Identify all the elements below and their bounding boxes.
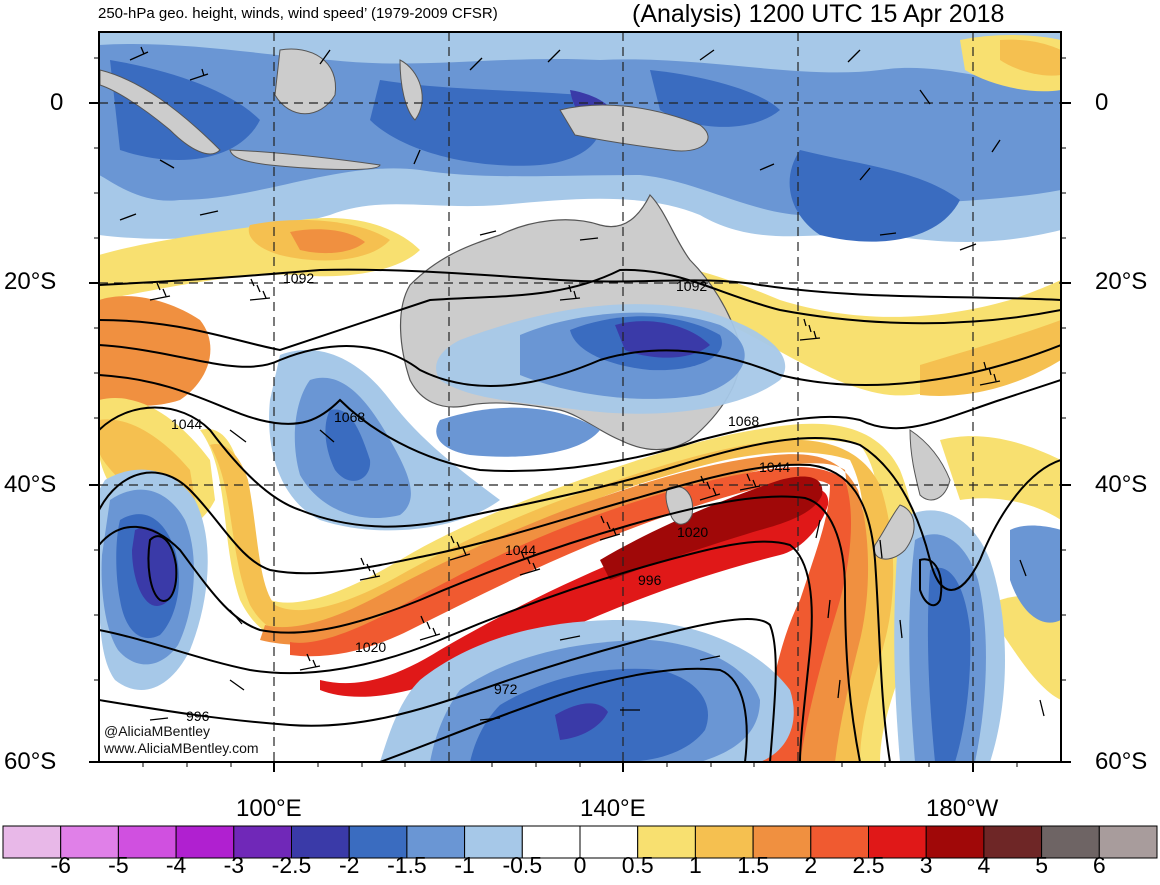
tropical-negative-anomaly bbox=[99, 32, 1061, 242]
credit-site: www.AliciaMBentley.com bbox=[104, 740, 259, 756]
lon-label-140e: 140°E bbox=[580, 795, 646, 822]
colorbar-swatch bbox=[60, 825, 119, 859]
contour-labels: 1092 1092 1068 1068 1044 1044 1044 1020 … bbox=[171, 270, 790, 724]
colorbar-swatch bbox=[233, 825, 293, 859]
colorbar-swatch bbox=[983, 825, 1043, 859]
lat-label-60s-right: 60°S bbox=[1095, 748, 1148, 775]
lon-label-100e: 100°E bbox=[236, 795, 302, 822]
contour-label-1092-west: 1092 bbox=[283, 270, 314, 286]
minor-ticks bbox=[94, 57, 1066, 767]
east-nz-negative-anomaly bbox=[894, 510, 1061, 762]
colorbar-swatch bbox=[348, 825, 408, 859]
lat-label-0-left: 0 bbox=[50, 89, 64, 116]
borneo bbox=[274, 48, 336, 115]
sulawesi bbox=[399, 59, 423, 121]
wind-barbs bbox=[119, 46, 1045, 721]
lat-label-20s-left: 20°S bbox=[4, 268, 57, 295]
colorbar-tick-label: -1.5 bbox=[387, 852, 427, 878]
lat-label-40s-left: 40°S bbox=[4, 471, 57, 498]
colorbar-tick-label: -1 bbox=[454, 852, 475, 878]
contour-label-1044-east: 1044 bbox=[759, 459, 790, 475]
height-contours bbox=[99, 268, 1061, 762]
colorbar-swatch bbox=[406, 825, 466, 859]
tasmania bbox=[665, 486, 694, 525]
colorbar-swatch bbox=[1041, 825, 1100, 859]
colorbar-tick-label: 1.5 bbox=[737, 852, 770, 878]
colorbar-swatch bbox=[117, 825, 177, 859]
colorbar-tick-label: 0.5 bbox=[621, 852, 654, 878]
contour-label-1020-east: 1020 bbox=[677, 524, 708, 540]
colorbar-tick-label: -2 bbox=[338, 852, 360, 878]
colorbar-tick-label: -4 bbox=[165, 852, 187, 878]
lat-label-20s-right: 20°S bbox=[1095, 268, 1148, 295]
colorbar-tick-label: -5 bbox=[108, 852, 129, 878]
chart-subtitle: 250-hPa geo. height, winds, wind speed’ … bbox=[98, 5, 498, 22]
map-gridlines bbox=[99, 32, 1061, 762]
chart-title: (Analysis) 1200 UTC 15 Apr 2018 bbox=[632, 0, 1005, 28]
contour-label-996-west: 996 bbox=[186, 708, 210, 724]
map-panel: 1092 1092 1068 1068 1044 1044 1044 1020 … bbox=[99, 32, 1061, 762]
colorbar-tick-label: -2.5 bbox=[271, 852, 312, 878]
credit-handle: @AliciaMBentley bbox=[104, 723, 211, 739]
colorbar-tick-label: -3 bbox=[223, 852, 245, 878]
contour-label-1044-west: 1044 bbox=[171, 416, 202, 432]
new-zealand-north bbox=[909, 429, 951, 501]
colorbar-tick-label: 1 bbox=[688, 852, 702, 878]
contour-label-996-center: 996 bbox=[638, 572, 662, 588]
colorbar-swatch bbox=[925, 825, 985, 859]
colorbar-swatch bbox=[694, 825, 754, 859]
contour-label-1044-center: 1044 bbox=[505, 542, 536, 558]
new-zealand-south bbox=[873, 504, 915, 560]
colorbar-tick-label: 2.5 bbox=[852, 852, 885, 878]
contour-label-1068-east: 1068 bbox=[728, 413, 759, 429]
colorbar-swatch bbox=[579, 825, 639, 859]
axis-ticks bbox=[89, 102, 1071, 772]
lon-label-180w: 180°W bbox=[926, 795, 999, 822]
colorbar-swatch bbox=[1098, 825, 1158, 859]
colorbar-swatch bbox=[637, 825, 696, 859]
colorbar-tick-label: 4 bbox=[977, 852, 991, 878]
contour-label-1068-west: 1068 bbox=[334, 409, 365, 425]
colorbar-swatch bbox=[868, 825, 927, 859]
colorbar-tick-label: -6 bbox=[50, 852, 71, 878]
colorbar-tick-label: 3 bbox=[919, 852, 933, 878]
west-negative-anomaly bbox=[99, 469, 208, 690]
colorbar-tick-label: 0 bbox=[573, 852, 587, 878]
contour-label-972: 972 bbox=[494, 681, 518, 697]
colorbar-swatch bbox=[291, 825, 350, 859]
lat-label-0-right: 0 bbox=[1095, 89, 1109, 116]
colorbar-swatch bbox=[752, 825, 812, 859]
jet-stream-anomaly bbox=[99, 398, 1061, 762]
lat-label-60s-left: 60°S bbox=[4, 748, 57, 775]
colorbar-tick-label: 2 bbox=[804, 852, 818, 878]
contour-label-1020-west: 1020 bbox=[355, 639, 386, 655]
colorbar-swatch bbox=[810, 825, 869, 859]
colorbar-tick-label: 5 bbox=[1035, 852, 1048, 878]
sumatra bbox=[99, 69, 221, 155]
new-guinea bbox=[559, 104, 709, 152]
colorbar-tick-label: -0.5 bbox=[502, 852, 543, 878]
colorbar-swatch bbox=[464, 825, 523, 859]
lat-label-40s-right: 40°S bbox=[1095, 471, 1148, 498]
colorbar-tick-label: 6 bbox=[1092, 852, 1106, 878]
java bbox=[229, 149, 381, 171]
contour-label-1092-east: 1092 bbox=[676, 278, 707, 294]
colorbar bbox=[2, 825, 1158, 859]
